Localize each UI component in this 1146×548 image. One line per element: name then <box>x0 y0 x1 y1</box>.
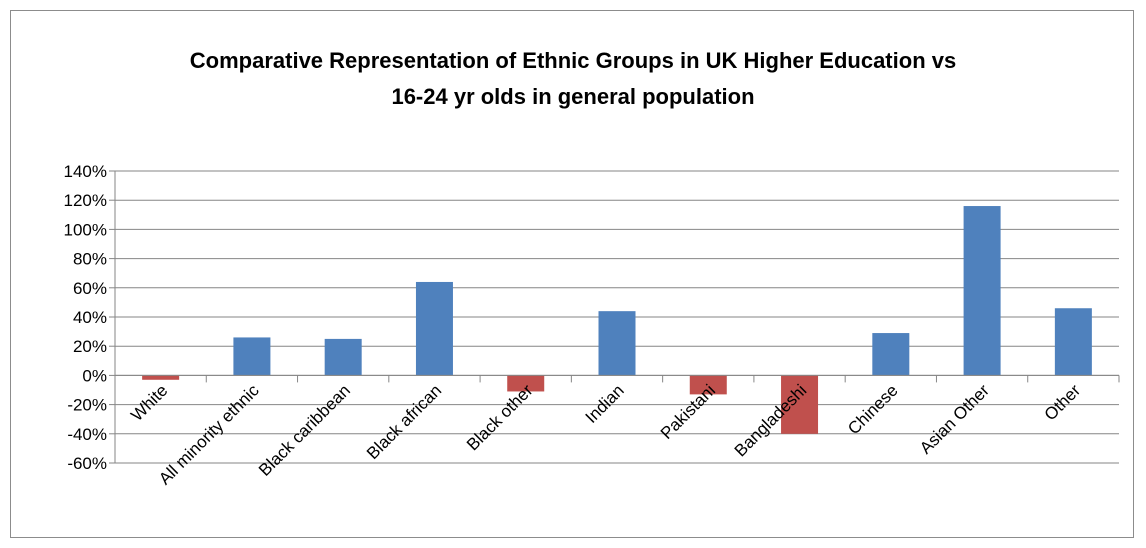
y-tick-label: 20% <box>73 337 107 356</box>
y-tick-label: -20% <box>67 396 107 415</box>
plot-area: -60% -40% -20% 0% 20% 40% 60% 80% 100% 120% 140% Wh… <box>64 162 1120 488</box>
y-tick-label: 120% <box>64 191 107 210</box>
bar <box>963 206 1001 376</box>
category-label: Indian <box>582 381 628 427</box>
y-tick-label: 140% <box>64 162 107 181</box>
category-label: Chinese <box>844 381 902 439</box>
bar <box>872 333 910 376</box>
y-tick-label: -40% <box>67 425 107 444</box>
y-tick-label: 40% <box>73 308 107 327</box>
category-label: Asian Other <box>916 381 993 458</box>
bar <box>233 337 271 376</box>
y-tick-label: 60% <box>73 279 107 298</box>
bar <box>689 375 727 395</box>
category-label: Black african <box>363 381 445 463</box>
bar <box>1054 308 1092 376</box>
bar <box>781 375 819 434</box>
category-label: All minority ethnic <box>155 380 263 488</box>
chart-title-line-2: 16-24 yr olds in general population <box>391 84 755 109</box>
category-label: Black other <box>463 381 537 455</box>
chart-frame: Comparative Representation of Ethnic Gro… <box>10 10 1134 538</box>
category-label: White <box>127 381 171 425</box>
chart-title-line-1: Comparative Representation of Ethnic Gro… <box>189 48 957 73</box>
chart-title: Comparative Representation of Ethnic Gro… <box>11 43 1135 115</box>
y-tick-label: 80% <box>73 250 107 269</box>
bar <box>142 375 180 380</box>
y-tick-label: -60% <box>67 454 107 473</box>
y-tick-label: 0% <box>82 366 107 385</box>
category-label: Other <box>1041 381 1085 425</box>
bar <box>507 375 545 392</box>
bar <box>598 311 636 376</box>
bar <box>324 338 362 376</box>
category-label: Black caribbean <box>255 381 354 480</box>
bar <box>415 281 453 376</box>
y-tick-label: 100% <box>64 220 107 239</box>
